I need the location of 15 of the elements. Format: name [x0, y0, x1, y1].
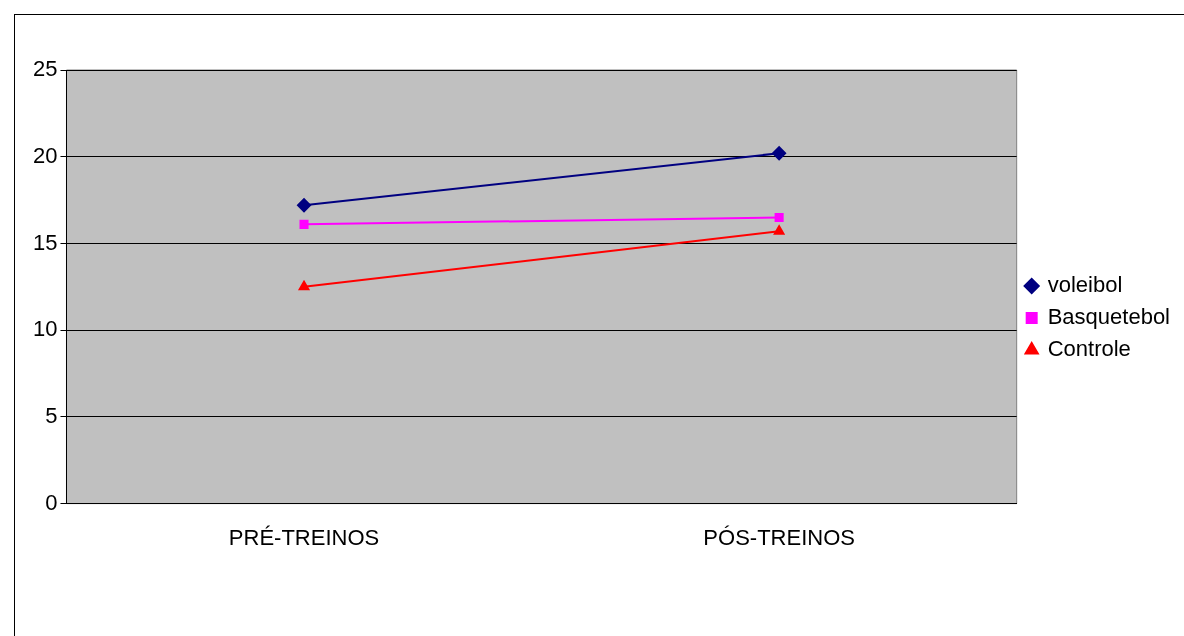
point: [774, 212, 784, 222]
legend-label: voleibol: [1047, 272, 1123, 298]
point: [297, 198, 312, 213]
y-tick-label: 15: [32, 229, 58, 255]
y-tick-label: 10: [32, 316, 58, 342]
y-tick-label: 25: [32, 56, 58, 82]
point: [772, 146, 787, 161]
legend-label: Controle: [1047, 336, 1131, 362]
y-tick-label: 0: [45, 489, 58, 515]
x-tick-label: PRÉ-TREINOS: [228, 524, 380, 550]
y-tick-label: 5: [45, 402, 58, 428]
legend-label: Basquetebol: [1047, 304, 1171, 330]
x-tick-label: PÓS-TREINOS: [703, 524, 855, 550]
point: [299, 219, 309, 229]
y-tick-label: 20: [32, 142, 58, 168]
